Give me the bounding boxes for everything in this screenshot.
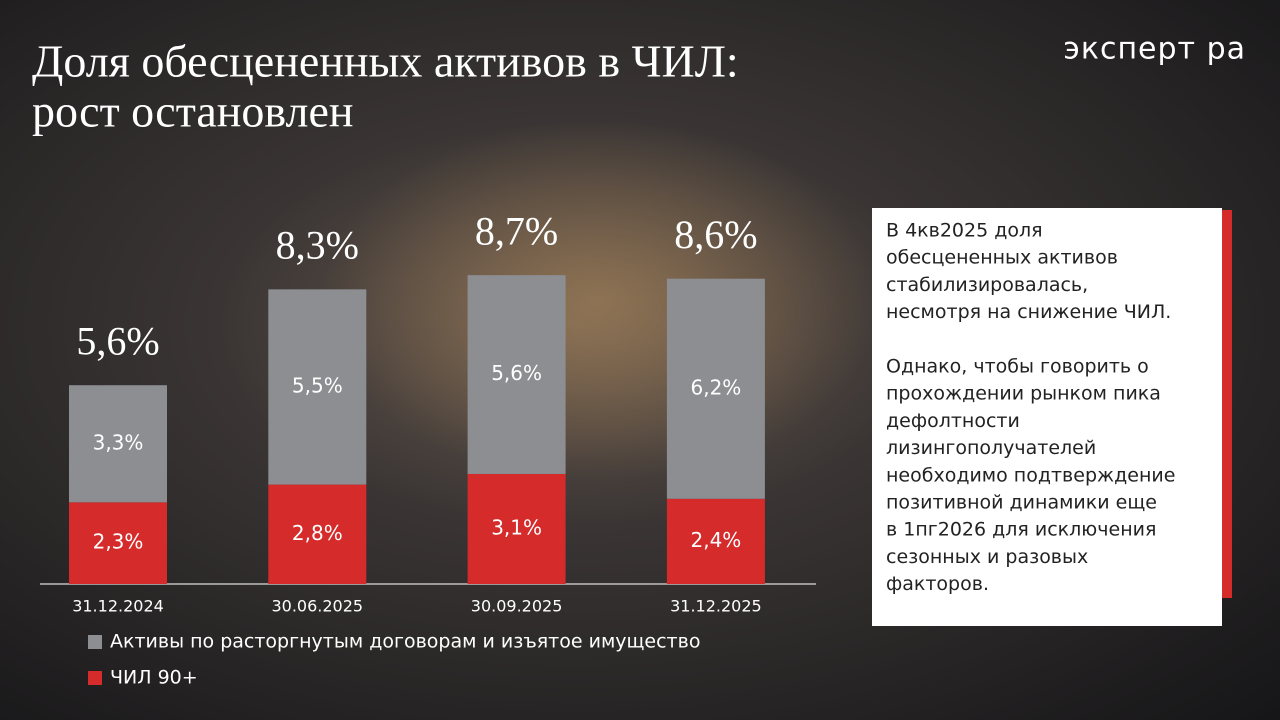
bar-segment	[268, 484, 367, 584]
bar-segment	[69, 502, 167, 584]
legend-label: Активы по расторгнутым договорам и изъят…	[110, 631, 700, 653]
bar-segment	[467, 473, 566, 584]
note-line: дефолтности	[886, 410, 1020, 432]
note-line: Однако, чтобы говорить о	[886, 356, 1149, 378]
note-line: стабилизировалась,	[886, 274, 1088, 296]
bar-segment	[666, 498, 765, 584]
chart-title: рост остановлен	[32, 86, 354, 137]
segment-label: 6,2%	[690, 375, 741, 399]
logo: эксперт ра	[1063, 32, 1246, 67]
x-tick-label: 31.12.2024	[72, 597, 164, 616]
bar-segment	[467, 275, 566, 474]
segment-label: 2,4%	[690, 528, 741, 552]
segment-label: 2,8%	[292, 521, 343, 545]
segment-label: 2,3%	[93, 530, 144, 554]
segment-label: 5,6%	[491, 361, 542, 385]
bar-segment	[666, 278, 765, 499]
note-line: несмотря на снижение ЧИЛ.	[886, 301, 1171, 323]
x-tick-label: 30.09.2025	[471, 597, 563, 616]
bar-segment	[69, 385, 167, 503]
total-label: 8,7%	[475, 208, 558, 253]
background-glow	[320, 120, 880, 480]
note-line: обесцененных активов	[886, 247, 1118, 269]
segment-label: 5,5%	[292, 373, 343, 397]
x-tick-label: 30.06.2025	[271, 597, 363, 616]
note-line: факторов.	[886, 573, 989, 595]
x-tick-label: 31.12.2025	[670, 597, 762, 616]
note-line: позитивной динамики еще	[886, 492, 1157, 514]
segment-label: 3,1%	[491, 515, 542, 539]
total-label: 8,3%	[276, 223, 359, 268]
note-line: необходимо подтверждение	[886, 464, 1175, 486]
legend-swatch	[88, 671, 102, 685]
total-label: 5,6%	[76, 318, 159, 363]
legend-label: ЧИЛ 90+	[110, 667, 198, 689]
note-line: прохождении рынком пика	[886, 383, 1161, 405]
note-accent	[1222, 210, 1232, 598]
note-line: в 1пг2026 для исключения	[886, 519, 1156, 541]
chart-title: Доля обесцененных активов в ЧИЛ:	[32, 36, 739, 87]
note-line: сезонных и разовых	[886, 546, 1088, 568]
bar-segment	[268, 289, 367, 485]
segment-label: 3,3%	[93, 430, 144, 454]
note-line: лизингополучателей	[886, 437, 1096, 459]
legend-swatch	[88, 635, 102, 649]
total-label: 8,6%	[674, 212, 757, 257]
note-box	[872, 208, 1222, 626]
note-line: В 4кв2025 доля	[886, 220, 1043, 242]
